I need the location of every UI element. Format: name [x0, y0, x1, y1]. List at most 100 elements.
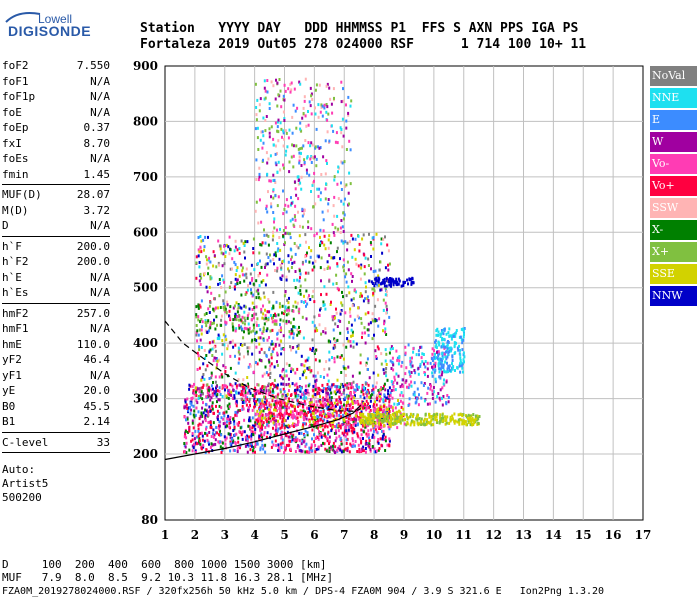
echo-point [319, 244, 321, 247]
echo-point [347, 330, 349, 334]
echo-point [230, 393, 233, 397]
echo-point [298, 445, 301, 449]
echo-point [300, 393, 303, 397]
echo-point [369, 321, 372, 325]
echo-point [436, 395, 439, 399]
echo-point [385, 419, 388, 423]
echo-point [342, 295, 344, 299]
echo-point [350, 298, 353, 302]
echo-point [428, 415, 431, 419]
echo-point [439, 388, 442, 392]
echo-point [236, 315, 239, 318]
echo-point [410, 384, 413, 388]
echo-point [271, 340, 273, 344]
echo-point [262, 134, 265, 138]
echo-point [260, 220, 263, 224]
echo-point [416, 397, 418, 401]
echo-point [442, 332, 445, 336]
echo-point [374, 407, 377, 411]
echo-point [254, 421, 257, 425]
echo-point [371, 435, 374, 439]
echo-point [333, 337, 336, 341]
echo-point [282, 129, 285, 133]
echo-point [361, 385, 364, 389]
echo-point [255, 443, 257, 446]
echo-point [341, 290, 343, 294]
echo-point [195, 406, 198, 410]
echo-point [363, 272, 366, 276]
param-value: 33 [96, 435, 110, 449]
echo-point [455, 341, 457, 345]
echo-point [355, 290, 357, 294]
echo-point [270, 205, 273, 209]
echo-point [280, 127, 283, 131]
echo-point [223, 384, 226, 388]
echo-point [311, 437, 313, 441]
echo-point [207, 421, 210, 424]
echo-point [356, 450, 359, 453]
echo-point [319, 266, 322, 270]
echo-point [421, 352, 424, 356]
echo-point [218, 337, 221, 341]
echo-point [441, 386, 444, 390]
echo-point [275, 163, 278, 167]
echo-point [253, 424, 256, 428]
echo-point [274, 395, 277, 399]
echo-point [232, 396, 235, 400]
echo-point [288, 170, 291, 174]
echo-point [325, 414, 328, 418]
echo-point [292, 425, 295, 428]
echo-point [271, 238, 274, 242]
echo-point [467, 413, 470, 417]
echo-point [259, 422, 261, 426]
echo-point [366, 394, 368, 398]
echo-point [379, 288, 382, 292]
echo-point [280, 266, 283, 270]
echo-point [283, 401, 286, 405]
echo-point [441, 413, 444, 417]
echo-point [294, 436, 297, 440]
echo-point [439, 333, 442, 337]
echo-point [272, 412, 275, 416]
echo-point [347, 111, 350, 115]
echo-point [229, 316, 231, 320]
echo-point [313, 408, 316, 412]
echo-point [220, 373, 223, 377]
echo-point [302, 106, 305, 110]
echo-point [370, 267, 372, 271]
echo-point [360, 433, 363, 437]
echo-point [265, 115, 268, 118]
echo-point [451, 414, 454, 418]
echo-point [277, 130, 280, 134]
echo-point [325, 110, 328, 114]
echo-point [333, 233, 336, 237]
echo-point [281, 405, 284, 409]
echo-point [390, 421, 393, 425]
virtual-height-trace [164, 404, 362, 461]
param-value: N/A [90, 368, 110, 382]
echo-point [346, 248, 349, 252]
param-row: foE N/A [2, 105, 110, 121]
echo-point [388, 351, 391, 355]
echo-point [282, 367, 285, 371]
echo-point [207, 307, 210, 311]
echo-point [237, 346, 240, 350]
echo-point [248, 435, 250, 439]
echo-point [362, 430, 365, 434]
echo-point [294, 270, 297, 273]
echo-point [191, 421, 194, 425]
echo-point [261, 413, 264, 417]
echo-point [434, 377, 437, 381]
echo-point [304, 255, 307, 259]
y-tick-label: 300 [133, 392, 158, 406]
echo-point [195, 435, 198, 439]
echo-point [302, 415, 305, 419]
echo-point [349, 307, 352, 311]
echo-point [205, 324, 208, 328]
echo-point [252, 247, 255, 250]
x-tick-label: 5 [280, 528, 288, 542]
echo-point [291, 346, 294, 350]
echo-point [326, 383, 329, 386]
echo-point [272, 173, 275, 177]
echo-point [287, 423, 290, 427]
